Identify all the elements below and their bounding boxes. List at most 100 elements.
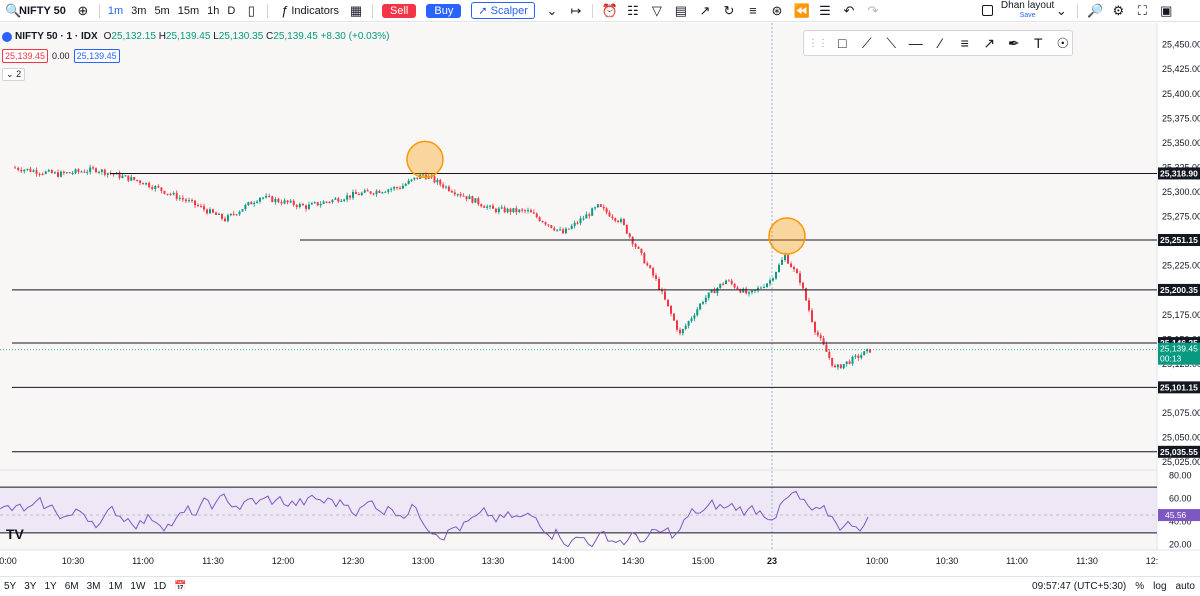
chart-area[interactable]: 25,450.00 25,425.00 25,400.00 25,375.00 25,3…: [0, 23, 1200, 576]
camera-icon: ▣: [1160, 2, 1173, 18]
candle: [422, 174, 424, 176]
timeframe-15m[interactable]: 15m: [177, 4, 200, 17]
candle: [390, 188, 393, 190]
sell-price[interactable]: 25,139.45: [2, 49, 49, 63]
settings-sliders-button[interactable]: ≡: [741, 0, 765, 22]
layout-selector[interactable]: Dhan layout Save ⌄: [977, 0, 1073, 22]
auto-toggle[interactable]: auto: [1175, 581, 1195, 592]
basket-button[interactable]: ▽: [645, 0, 669, 22]
timeframe-dropdown[interactable]: ▯: [239, 0, 263, 22]
arrow-tool-icon[interactable]: ↗: [983, 34, 996, 51]
candle: [535, 213, 538, 218]
candle: [130, 177, 133, 181]
scalper-dropdown[interactable]: ⌄: [540, 0, 564, 22]
gear-icon: ⚙: [1112, 2, 1125, 18]
range-6M[interactable]: 6M: [64, 581, 79, 592]
candle: [322, 201, 325, 204]
candle: [658, 278, 660, 290]
redo-button[interactable]: ↷: [861, 0, 885, 22]
range-3M[interactable]: 3M: [86, 581, 101, 592]
settings-button[interactable]: ⚙: [1106, 0, 1130, 22]
text-tool-icon[interactable]: T: [1033, 35, 1043, 51]
chart-type-button[interactable]: ▤: [669, 0, 693, 22]
legend-title[interactable]: NIFTY 50 · 1 · IDX: [15, 31, 98, 42]
range-3Y[interactable]: 3Y: [24, 581, 37, 592]
candle: [292, 200, 295, 206]
scalper-button[interactable]: ➚ Scalper: [471, 2, 535, 19]
candle: [209, 209, 211, 214]
range-1M[interactable]: 1M: [108, 581, 123, 592]
candles-icon: ▯: [247, 2, 255, 18]
screenshot-button[interactable]: ▣: [1154, 0, 1178, 22]
candle: [518, 209, 521, 213]
indicators-button[interactable]: ƒ Indicators: [272, 0, 344, 22]
brush-tool-icon[interactable]: ✒: [1007, 34, 1020, 51]
candle: [468, 196, 471, 200]
candle: [145, 182, 148, 185]
last-price-label: 25,139.45: [1160, 344, 1198, 354]
candle: [226, 215, 229, 222]
candle: [710, 289, 713, 293]
percent-toggle[interactable]: %: [1135, 581, 1145, 592]
ray-tool-icon[interactable]: ⟍: [886, 34, 897, 51]
timeframe-D[interactable]: D: [227, 4, 236, 17]
candle: [197, 205, 199, 207]
indicators-label: Indicators: [291, 4, 340, 17]
candle: [751, 290, 753, 293]
symbol-search[interactable]: 🔍 NIFTY 50: [0, 0, 71, 22]
refresh-button[interactable]: ↻: [717, 0, 741, 22]
horizontal-line-tool-icon[interactable]: —: [908, 35, 923, 51]
range-1W[interactable]: 1W: [130, 581, 146, 592]
drag-handle-icon[interactable]: ⋮⋮: [808, 37, 828, 49]
range-5Y[interactable]: 5Y: [4, 581, 17, 592]
range-1Y[interactable]: 1Y: [44, 581, 57, 592]
exit-button[interactable]: ↦: [564, 0, 588, 22]
fullscreen-button[interactable]: ⛶: [1130, 0, 1154, 22]
live-button[interactable]: ⊛: [765, 0, 789, 22]
highlight-circle[interactable]: [768, 217, 806, 255]
parallel-channel-tool-icon[interactable]: ⁄: [939, 35, 942, 51]
compare-button[interactable]: ⊕: [71, 0, 95, 22]
fib-tool-icon[interactable]: ≡: [960, 35, 969, 51]
countdown-label: 00:13: [1160, 354, 1182, 364]
popout-button[interactable]: ↗: [693, 0, 717, 22]
timeframe-5m[interactable]: 5m: [154, 4, 170, 17]
quick-search-button[interactable]: 🔎: [1082, 0, 1106, 22]
timeframe-1h[interactable]: 1h: [207, 4, 220, 17]
goto-date-button[interactable]: 📅: [170, 581, 190, 592]
timeframe-1m[interactable]: 1m: [107, 4, 124, 17]
drawing-toolbar: ⋮⋮ □ ⟋ ⟍ — ⁄ ≡ ↗ ✒ T ☉: [803, 30, 1073, 56]
indicator-collapse-button[interactable]: ⌄ 2: [2, 68, 26, 81]
ohlc-values: O25,132.15 H25,139.45 L25,130.35 C25,139…: [104, 31, 390, 42]
sell-button[interactable]: Sell: [382, 3, 417, 18]
open-label: O: [103, 31, 112, 42]
candle: [366, 190, 369, 192]
templates-button[interactable]: ▦: [344, 0, 368, 22]
menu-button[interactable]: ☰: [813, 0, 837, 22]
candle: [634, 244, 637, 247]
symbol-name: NIFTY 50: [19, 4, 66, 17]
candle: [349, 195, 352, 198]
range-1D[interactable]: 1D: [153, 581, 167, 592]
chart-canvas[interactable]: 25,450.00 25,425.00 25,400.00 25,375.00 25,3…: [0, 23, 1200, 576]
option-chain-button[interactable]: ☷: [621, 0, 645, 22]
rectangle-tool-icon[interactable]: □: [838, 35, 847, 51]
candle: [605, 208, 608, 213]
candle: [136, 179, 139, 181]
replay-button[interactable]: ⏪: [789, 0, 813, 22]
trendline-tool-icon[interactable]: ⟋: [861, 34, 872, 51]
clock[interactable]: 09:57:47 (UTC+5:30): [1032, 581, 1127, 592]
timeframe-3m[interactable]: 3m: [131, 4, 147, 17]
buy-price[interactable]: 25,139.45: [73, 49, 120, 63]
layout-save-label[interactable]: Save: [1019, 11, 1036, 19]
buy-button[interactable]: Buy: [426, 3, 462, 18]
log-toggle[interactable]: log: [1153, 581, 1167, 592]
candle: [393, 187, 396, 189]
candle: [163, 190, 166, 194]
candle: [354, 192, 357, 195]
candle: [515, 208, 518, 213]
measure-tool-icon[interactable]: ☉: [1056, 34, 1070, 51]
alert-button[interactable]: ⏰: [597, 0, 621, 22]
undo-button[interactable]: ↶: [837, 0, 861, 22]
highlight-circle[interactable]: [406, 140, 444, 179]
